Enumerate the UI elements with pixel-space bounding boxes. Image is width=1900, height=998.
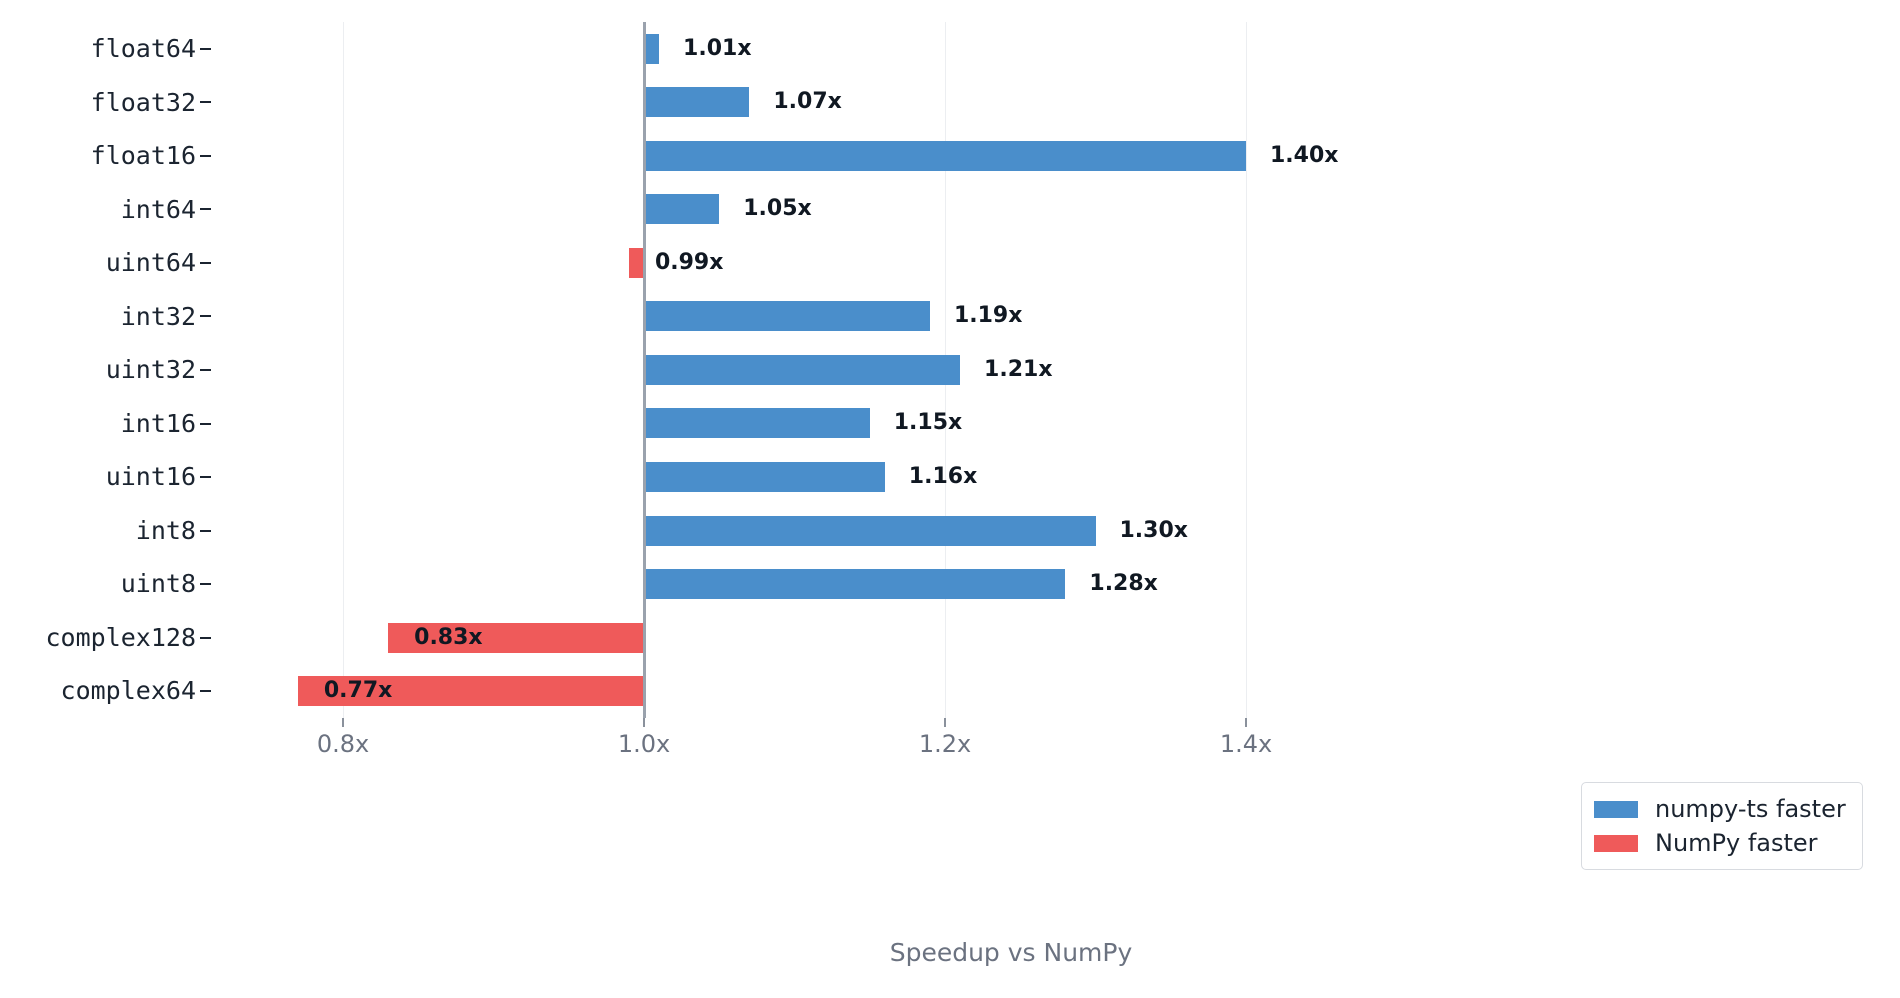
bar-float64 [644, 33, 660, 64]
bar-row: 1.16x [0, 450, 1900, 504]
legend-swatch-numpy-faster [1594, 834, 1638, 852]
bar-int32 [644, 301, 930, 332]
bar-row: 1.07x [0, 76, 1900, 130]
x-tick-mark-1.4x [1245, 718, 1247, 727]
x-tick-mark-1.0x [643, 718, 645, 727]
legend-entry: NumPy faster [1594, 826, 1846, 860]
bar-row: 1.30x [0, 504, 1900, 558]
y-tick-label-complex128: complex128 [45, 622, 196, 652]
y-tick-mark-float32 [200, 101, 211, 104]
y-tick-mark-complex128 [200, 636, 211, 639]
bar-int8 [644, 515, 1096, 546]
gridline-1.4x [1245, 22, 1247, 718]
x-tick-label-0.8x: 0.8x [316, 730, 370, 758]
y-tick-label-uint8: uint8 [120, 569, 196, 599]
y-tick-label-complex64: complex64 [60, 676, 196, 706]
x-tick-mark-0.8x [342, 718, 344, 727]
bar-row: 1.28x [0, 557, 1900, 611]
x-tick-mark-1.2x [944, 718, 946, 727]
bar-value-label-int64: 1.05x [743, 196, 812, 222]
bar-uint8 [644, 569, 1066, 600]
plot-area: 1.01x 1.07x 1.40x 1.05x 0.99x 1.19x 1.21x 1.15x… [0, 22, 1900, 718]
y-tick-mark-float16 [200, 154, 211, 157]
y-tick-label-int32: int32 [120, 301, 196, 331]
y-tick-mark-int16 [200, 422, 211, 425]
y-tick-mark-uint8 [200, 583, 211, 586]
bar-value-label-uint16: 1.16x [908, 464, 978, 489]
x-axis-label-text: Speedup vs NumPy [889, 938, 1133, 967]
x-tick-label-1.2x: 1.2x [918, 730, 972, 758]
y-tick-mark-uint16 [200, 476, 211, 479]
bar-value-label-int16: 1.15x [893, 410, 963, 436]
y-tick-label-float32: float32 [90, 87, 196, 117]
y-tick-label-uint16: uint16 [105, 462, 196, 492]
bar-row: 1.15x [0, 397, 1900, 451]
bar-row: 1.01x [0, 22, 1900, 76]
y-tick-mark-uint32 [200, 369, 211, 371]
y-tick-mark-float64 [200, 47, 211, 50]
y-tick-label-int16: int16 [120, 408, 196, 438]
bar-value-label-complex128: 0.83x [414, 624, 483, 650]
chart-legend: numpy-ts faster NumPy faster [1581, 782, 1863, 870]
bar-row: 0.77x [0, 664, 1900, 718]
bar-uint16 [644, 462, 885, 492]
x-tick-label-1.4x: 1.4x [1219, 730, 1273, 758]
legend-entry: numpy-ts faster [1594, 792, 1846, 826]
bar-value-label-float16: 1.40x [1270, 142, 1339, 168]
gridline-0.8x [342, 22, 344, 718]
y-tick-label-uint64: uint64 [105, 248, 196, 278]
bar-complex64 [297, 676, 644, 707]
bar-value-label-float32: 1.07x [773, 89, 842, 115]
bar-uint64 [628, 247, 644, 278]
bar-value-label-int32: 1.19x [953, 303, 1023, 329]
y-tick-label-int64: int64 [120, 194, 196, 224]
x-tick-label-1.0x: 1.0x [617, 730, 671, 758]
baseline-1x [642, 22, 646, 718]
y-tick-mark-complex64 [200, 690, 211, 693]
legend-label-numpy-faster: NumPy faster [1655, 829, 1818, 857]
bar-value-label-complex64: 0.77x [323, 678, 393, 704]
y-tick-label-uint32: uint32 [105, 355, 196, 385]
bar-uint32 [644, 354, 961, 385]
bar-row: 0.83x [0, 611, 1900, 665]
bar-row: 1.21x [0, 343, 1900, 397]
y-axis: float64 float32 float16 int64 uint64 int32 uin… [0, 22, 196, 718]
bar-int16 [644, 408, 870, 439]
bar-row: 1.40x [0, 129, 1900, 183]
bar-value-label-uint32: 1.21x [984, 356, 1053, 382]
bar-value-label-int8: 1.30x [1119, 517, 1188, 543]
bar-row: 1.05x [0, 183, 1900, 237]
bar-row: 1.19x [0, 290, 1900, 344]
y-tick-mark-int8 [200, 529, 211, 532]
y-tick-mark-uint64 [200, 261, 211, 264]
bar-complex128 [388, 622, 644, 653]
y-tick-label-float16: float16 [90, 141, 196, 171]
bar-float32 [644, 87, 750, 118]
y-tick-mark-int64 [200, 208, 211, 211]
legend-swatch-numpy-ts-faster [1594, 800, 1638, 818]
x-axis: 0.8x 1.0x 1.2x 1.4x [0, 718, 1900, 778]
x-axis-label: Speedup vs NumPy [0, 938, 1900, 967]
legend-label-numpy-ts-faster: numpy-ts faster [1655, 795, 1846, 823]
bar-value-label-uint64: 0.99x [654, 249, 724, 275]
y-tick-mark-int32 [200, 315, 211, 318]
bar-row: 0.99x [0, 236, 1900, 290]
bar-value-label-float64: 1.01x [683, 35, 752, 61]
bar-value-label-uint8: 1.28x [1089, 571, 1158, 597]
y-tick-label-int8: int8 [135, 515, 196, 545]
bar-float16 [644, 140, 1246, 171]
y-tick-label-float64: float64 [90, 34, 196, 63]
bar-int64 [644, 194, 720, 225]
